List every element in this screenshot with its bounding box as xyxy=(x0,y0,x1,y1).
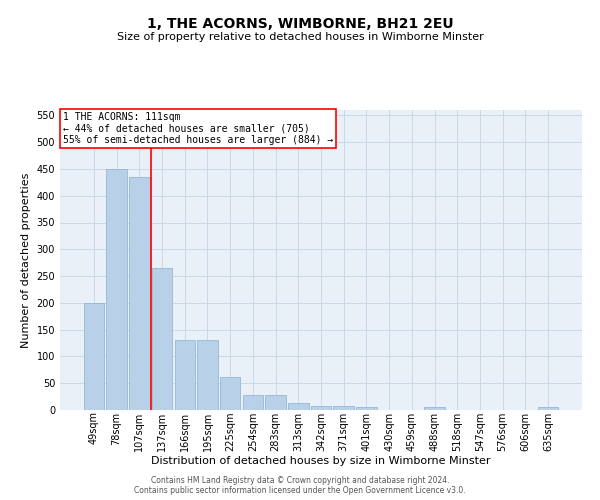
Bar xyxy=(175,340,195,410)
Bar xyxy=(106,169,127,410)
Bar xyxy=(311,406,331,410)
Text: Size of property relative to detached houses in Wimborne Minster: Size of property relative to detached ho… xyxy=(116,32,484,42)
Bar xyxy=(220,377,241,410)
Bar xyxy=(152,268,172,410)
Bar xyxy=(197,340,218,410)
Bar xyxy=(334,406,354,410)
Bar xyxy=(84,303,104,410)
Y-axis label: Number of detached properties: Number of detached properties xyxy=(21,172,31,348)
Bar xyxy=(538,408,558,410)
Bar xyxy=(129,177,149,410)
Text: 1, THE ACORNS, WIMBORNE, BH21 2EU: 1, THE ACORNS, WIMBORNE, BH21 2EU xyxy=(146,18,454,32)
Text: 1 THE ACORNS: 111sqm
← 44% of detached houses are smaller (705)
55% of semi-deta: 1 THE ACORNS: 111sqm ← 44% of detached h… xyxy=(62,112,333,144)
Bar xyxy=(356,407,377,410)
Bar xyxy=(265,395,286,410)
Bar xyxy=(424,408,445,410)
Text: Contains HM Land Registry data © Crown copyright and database right 2024.
Contai: Contains HM Land Registry data © Crown c… xyxy=(134,476,466,495)
Bar xyxy=(242,395,263,410)
Bar xyxy=(288,402,308,410)
X-axis label: Distribution of detached houses by size in Wimborne Minster: Distribution of detached houses by size … xyxy=(151,456,491,466)
